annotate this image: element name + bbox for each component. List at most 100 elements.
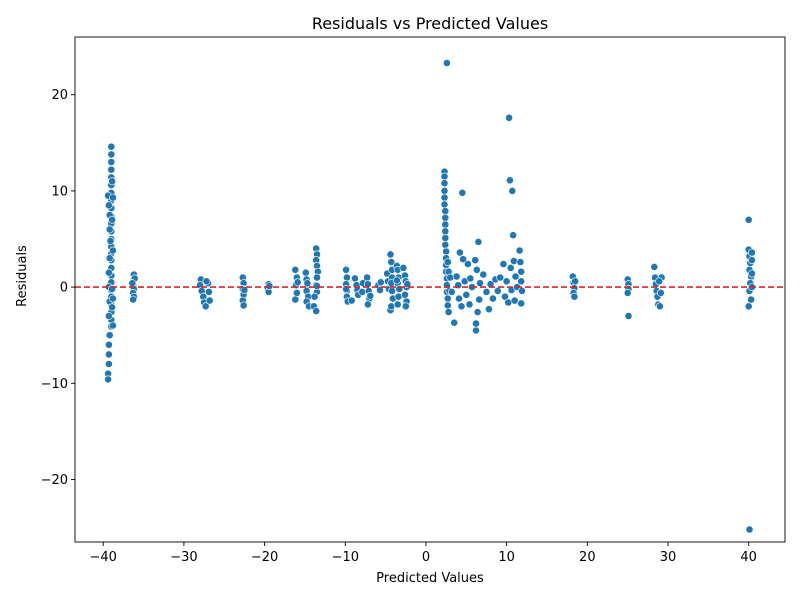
data-point <box>510 257 518 265</box>
data-point <box>342 273 351 282</box>
x-tick-label: 30 <box>660 550 677 565</box>
data-point <box>443 294 452 303</box>
data-point <box>109 246 117 255</box>
data-point <box>493 286 502 295</box>
data-point <box>623 288 632 297</box>
data-point <box>376 278 385 287</box>
data-point <box>472 265 481 274</box>
data-point <box>291 265 300 274</box>
data-point <box>204 287 213 296</box>
data-point <box>479 270 488 279</box>
data-point <box>443 258 452 266</box>
x-tick-label: −10 <box>332 550 359 565</box>
data-point <box>440 200 449 209</box>
data-point <box>748 256 756 265</box>
data-point <box>393 300 402 309</box>
data-point <box>347 296 356 305</box>
data-point <box>484 305 493 314</box>
data-point <box>128 279 137 288</box>
data-point <box>459 255 467 264</box>
data-point <box>441 234 450 242</box>
data-point <box>291 295 300 304</box>
plot-area-frame <box>74 36 786 543</box>
data-point <box>440 193 449 202</box>
x-tick-label: −30 <box>170 550 197 565</box>
data-point <box>363 273 371 282</box>
data-point <box>656 302 664 311</box>
data-point <box>440 179 449 188</box>
data-point <box>104 375 112 384</box>
data-point <box>301 268 310 277</box>
data-point <box>516 258 525 266</box>
data-point <box>443 301 452 310</box>
data-point <box>376 286 384 294</box>
data-point <box>313 273 321 282</box>
data-point <box>455 248 464 257</box>
data-point <box>463 260 472 268</box>
data-point <box>444 308 453 316</box>
data-point <box>105 201 113 210</box>
data-point <box>452 272 461 281</box>
data-point <box>472 326 480 335</box>
y-tick-label: −10 <box>41 377 68 392</box>
data-point <box>624 312 633 320</box>
data-point <box>388 286 396 295</box>
data-point <box>441 213 450 222</box>
data-point <box>515 246 524 255</box>
data-point <box>105 312 113 320</box>
data-point <box>458 188 467 197</box>
y-tick-label: 10 <box>51 184 68 199</box>
data-point <box>440 186 449 195</box>
data-point <box>473 308 482 316</box>
data-point <box>472 319 480 328</box>
data-point <box>109 321 117 330</box>
data-point <box>403 280 412 289</box>
data-point <box>106 236 115 245</box>
data-point <box>239 301 248 310</box>
data-point <box>105 254 114 263</box>
data-point <box>105 331 114 340</box>
data-point <box>441 240 450 249</box>
x-tick-label: −20 <box>251 550 278 565</box>
data-point <box>105 225 114 234</box>
x-tick-label: 10 <box>498 550 515 565</box>
x-tick-label: 0 <box>422 550 430 565</box>
data-point <box>386 250 395 259</box>
data-point <box>510 296 519 305</box>
data-point <box>105 350 113 359</box>
data-point <box>517 267 526 276</box>
data-point <box>509 231 517 240</box>
data-point <box>518 286 526 295</box>
y-axis-label: Residuals <box>15 245 30 307</box>
data-point <box>505 113 513 122</box>
data-point <box>457 302 466 311</box>
data-point <box>351 274 359 283</box>
data-point <box>505 176 514 185</box>
data-point <box>474 237 483 246</box>
data-point <box>440 172 449 181</box>
data-point <box>450 318 459 327</box>
data-point <box>744 302 753 311</box>
data-point <box>496 273 505 282</box>
data-point <box>201 302 210 311</box>
data-point <box>108 215 116 224</box>
data-point <box>504 298 513 307</box>
data-point <box>465 300 474 309</box>
x-tick-label: 20 <box>579 550 596 565</box>
data-point <box>476 279 484 288</box>
data-point <box>517 277 526 286</box>
data-point <box>455 294 463 303</box>
data-point <box>205 296 214 305</box>
y-tick-label: 20 <box>51 88 68 103</box>
data-point <box>293 278 302 287</box>
x-tick-label: −40 <box>90 550 117 565</box>
data-point <box>508 186 517 195</box>
data-point <box>202 277 211 286</box>
data-point <box>109 193 117 202</box>
data-point <box>441 227 450 236</box>
data-point <box>446 273 455 282</box>
y-tick-label: 0 <box>60 281 68 296</box>
data-point <box>748 269 756 278</box>
data-point <box>108 177 116 186</box>
